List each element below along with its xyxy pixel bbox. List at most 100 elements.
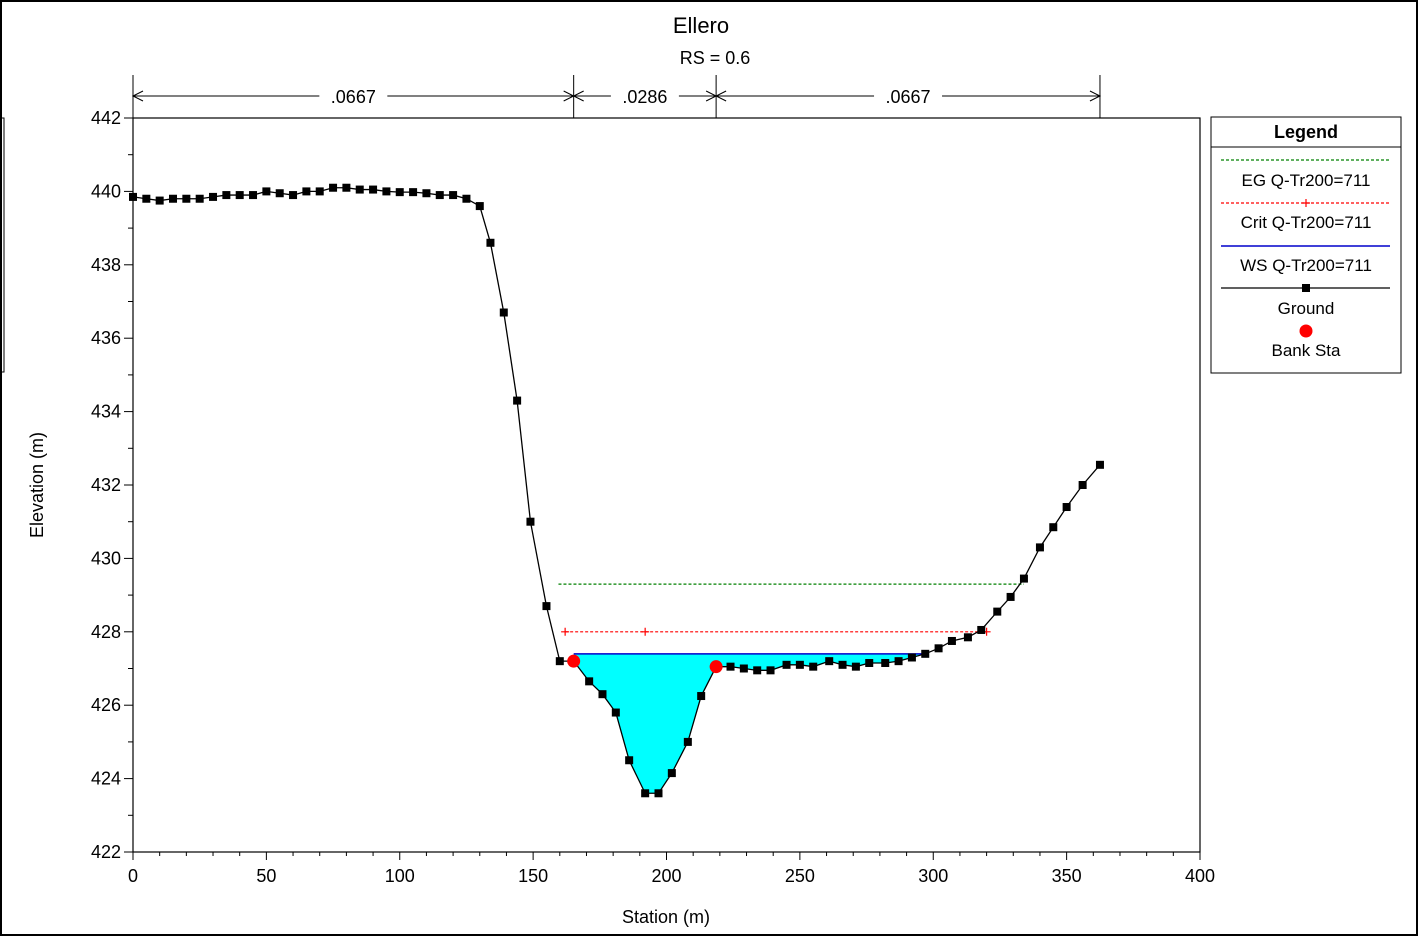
ground-point-35 <box>598 690 607 699</box>
x-tick-label-4: 200 <box>651 866 681 886</box>
legend-label-bank: Bank Sta <box>1272 341 1342 360</box>
ground-point-39 <box>654 789 663 798</box>
ground-point-44 <box>726 662 735 671</box>
bank-station-0 <box>567 654 581 668</box>
y-axis-label: Elevation (m) <box>27 432 47 538</box>
ground-point-7 <box>222 191 231 200</box>
mannings-label-1: .0286 <box>622 87 667 107</box>
ground-point-32 <box>555 657 564 666</box>
ground-point-63 <box>993 607 1002 616</box>
ground-point-34 <box>585 677 594 686</box>
x-tick-label-1: 50 <box>256 866 276 886</box>
ground-point-15 <box>329 183 338 192</box>
ground-point-24 <box>449 191 458 200</box>
water-fill-polygon <box>573 653 923 794</box>
legend: Legend EG Q-Tr200=711 Crit Q-Tr200=711 W… <box>1210 116 1402 374</box>
y-tick-label-1: 424 <box>91 769 121 789</box>
mannings-arrowhead-left-1 <box>572 90 584 102</box>
legend-marker-crit <box>1302 199 1310 207</box>
ground-point-51 <box>825 657 834 666</box>
mannings-arrowhead-left-2 <box>714 90 727 102</box>
ground-point-62 <box>977 625 986 634</box>
ground-point-5 <box>195 194 204 203</box>
ground-point-52 <box>838 660 847 669</box>
ground-point-53 <box>851 662 860 671</box>
ground-point-46 <box>753 666 762 675</box>
mannings-label-2: .0667 <box>886 87 931 107</box>
ground-point-59 <box>934 644 943 653</box>
ground-point-40 <box>667 769 676 778</box>
ground-point-1 <box>142 194 151 203</box>
chart-subtitle: RS = 0.6 <box>680 48 751 68</box>
mannings-arrowhead-right-2 <box>1089 90 1102 102</box>
mannings-arrowhead-left-0 <box>131 90 144 102</box>
ground-point-66 <box>1035 543 1044 552</box>
ground-point-54 <box>865 658 874 667</box>
ground-point-67 <box>1049 523 1058 532</box>
ground-point-42 <box>697 692 706 701</box>
ground-point-68 <box>1062 503 1071 512</box>
ground-point-17 <box>355 185 364 194</box>
y-axis: 422 424 426 428 430 432 434 436 438 440 442 <box>91 108 133 862</box>
ground-point-6 <box>209 192 218 201</box>
ground-point-65 <box>1019 574 1028 583</box>
ground-point-20 <box>395 188 404 197</box>
y-tick-label-0: 422 <box>91 842 121 862</box>
x-axis-label: Station (m) <box>622 907 710 927</box>
ground-point-18 <box>369 185 378 194</box>
chart-title: Ellero <box>673 13 729 38</box>
y-tick-label-9: 440 <box>91 181 121 201</box>
ground-point-2 <box>155 196 164 205</box>
ground-point-25 <box>462 194 471 203</box>
x-tick-label-5: 250 <box>785 866 815 886</box>
ground-point-11 <box>275 189 284 198</box>
ground-point-28 <box>499 308 508 317</box>
legend-label-ws: WS Q-Tr200=711 <box>1240 256 1372 275</box>
ground-point-70 <box>1095 460 1104 469</box>
y-tick-label-6: 434 <box>91 402 121 422</box>
ground-point-36 <box>611 708 620 717</box>
ground-point-4 <box>182 194 191 203</box>
ground-point-29 <box>513 396 522 405</box>
ground-point-27 <box>486 238 495 247</box>
legend-label-ground: Ground <box>1278 299 1335 318</box>
crit-marker-1 <box>641 627 650 636</box>
y-tick-label-10: 442 <box>91 108 121 128</box>
ground-point-14 <box>315 187 324 196</box>
x-tick-label-7: 350 <box>1052 866 1082 886</box>
x-tick-label-8: 400 <box>1185 866 1215 886</box>
x-tick-label-2: 100 <box>385 866 415 886</box>
legend-marker-bank <box>1299 324 1313 338</box>
ground-point-22 <box>422 189 431 198</box>
ground-point-31 <box>542 602 551 611</box>
ground-point-30 <box>526 517 535 526</box>
ground-point-19 <box>382 187 391 196</box>
legend-label-crit: Crit Q-Tr200=711 <box>1241 213 1372 232</box>
legend-label-eg: EG Q-Tr200=711 <box>1242 171 1371 190</box>
ground-point-55 <box>881 658 890 667</box>
mannings-n-annotations: .0667 .0286 .0667 <box>131 75 1102 118</box>
ground-point-58 <box>921 649 930 658</box>
y-tick-label-7: 436 <box>91 328 121 348</box>
ground-point-13 <box>302 187 311 196</box>
y-tick-label-5: 432 <box>91 475 121 495</box>
x-axis: 0 50 100 150 200 250 300 350 400 <box>128 852 1215 886</box>
ground-point-26 <box>475 202 484 211</box>
mannings-label-0: .0667 <box>331 87 376 107</box>
ground-point-49 <box>795 660 804 669</box>
bank-station-1 <box>709 660 723 674</box>
crit-marker-0 <box>561 627 570 636</box>
ground-point-3 <box>169 194 178 203</box>
ground-point-61 <box>963 633 972 642</box>
ground-point-21 <box>409 188 418 197</box>
ground-point-69 <box>1078 481 1087 489</box>
ground-point-50 <box>809 662 818 671</box>
ground-point-8 <box>235 191 244 200</box>
ground-point-60 <box>947 636 956 645</box>
legend-marker-ground <box>1302 284 1310 292</box>
ground-point-23 <box>435 191 444 200</box>
ground-point-38 <box>641 789 650 798</box>
water-fill <box>573 653 923 794</box>
